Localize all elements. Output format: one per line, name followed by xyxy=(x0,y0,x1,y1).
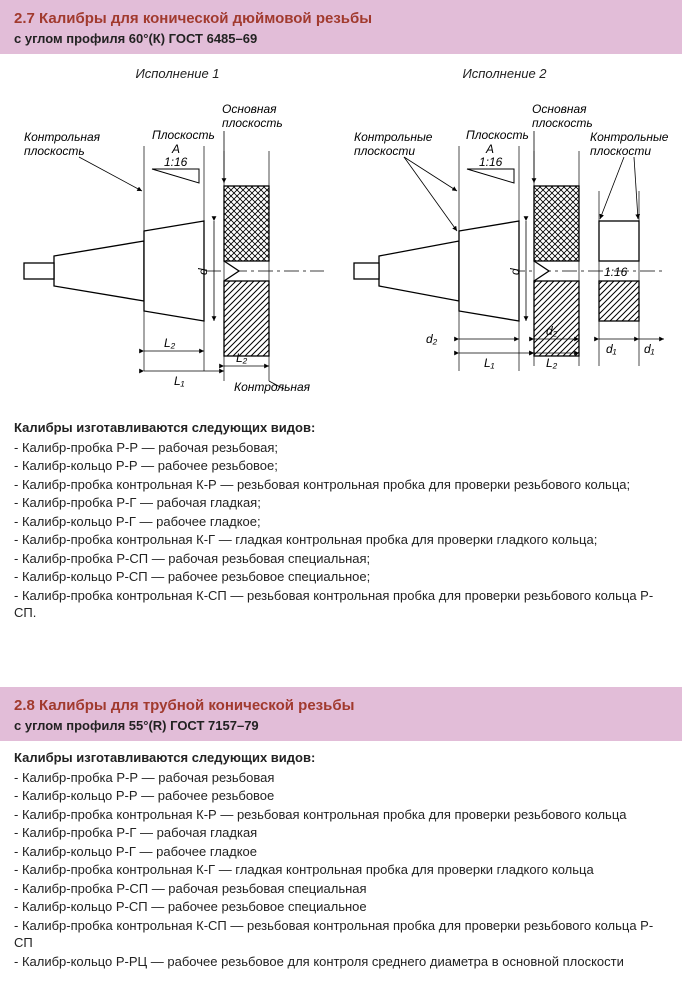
list-item: - Калибр-кольцо Р-Г — рабочее гладкое; xyxy=(14,513,668,531)
svg-text:L₁: L₁ xyxy=(484,356,495,370)
list-item: - Калибр-пробка Р-Г — рабочая гладкая; xyxy=(14,494,668,512)
svg-text:Контрольные: Контрольные xyxy=(354,130,433,144)
section27-list-heading: Калибры изготавливаются следующих видов: xyxy=(14,419,668,437)
svg-text:d: d xyxy=(508,268,522,275)
list-item: - Калибр-пробка контрольная К-Г — гладка… xyxy=(14,861,668,879)
svg-text:d₂: d₂ xyxy=(546,324,558,338)
list-item: - Калибр-кольцо Р-Г — рабочее гладкое xyxy=(14,843,668,861)
svg-text:плоскость: плоскость xyxy=(222,116,283,130)
section28-body: Калибры изготавливаются следующих видов:… xyxy=(0,741,682,996)
list-item: - Калибр-пробка Р-Р — рабочая резьбовая xyxy=(14,769,668,787)
list-item: - Калибр-пробка контрольная К-СП — резьб… xyxy=(14,587,668,622)
list-item: - Калибр-пробка Р-Г — рабочая гладкая xyxy=(14,824,668,842)
section28-title: 2.8 Калибры для трубной конической резьб… xyxy=(14,697,668,714)
list-item: - Калибр-кольцо Р-СП — рабочее резьбовое… xyxy=(14,568,668,586)
svg-text:d: d xyxy=(196,268,210,275)
svg-text:Основная: Основная xyxy=(532,102,587,116)
list-item: - Калибр-пробка Р-СП — рабочая резьбовая… xyxy=(14,550,668,568)
section27-body: Калибры изготавливаются следующих видов:… xyxy=(0,411,682,647)
list-item: - Калибр-кольцо Р-Р — рабочее резьбовое xyxy=(14,787,668,805)
section28-list-heading: Калибры изготавливаются следующих видов: xyxy=(14,749,668,767)
list-item: - Калибр-пробка контрольная К-Р — резьбо… xyxy=(14,476,668,494)
svg-text:А: А xyxy=(171,142,180,156)
list-item: - Калибр-кольцо Р-СП — рабочее резьбовое… xyxy=(14,898,668,916)
svg-text:плоскости: плоскости xyxy=(354,144,415,158)
svg-text:L₁: L₁ xyxy=(174,374,185,388)
svg-text:L₂: L₂ xyxy=(164,336,176,350)
list-item: - Калибр-пробка Р-СП — рабочая резьбовая… xyxy=(14,880,668,898)
list-item: - Калибр-пробка Р-Р — рабочая резьбовая; xyxy=(14,439,668,457)
svg-text:А: А xyxy=(485,142,494,156)
list-item: - Калибр-пробка контрольная К-Р — резьбо… xyxy=(14,806,668,824)
svg-text:Плоскость: Плоскость xyxy=(466,128,529,142)
list-item: - Калибр-кольцо Р-РЦ — рабочее резьбовое… xyxy=(14,953,668,971)
section27-diagram-area: Исполнение 1 Исполнение 2 xyxy=(0,54,682,411)
list-item: - Калибр-пробка контрольная К-СП — резьб… xyxy=(14,917,668,952)
exec2-label: Исполнение 2 xyxy=(462,66,546,81)
svg-text:Контрольные: Контрольные xyxy=(590,130,668,144)
svg-text:d₁: d₁ xyxy=(606,342,617,356)
svg-text:плоскость: плоскость xyxy=(532,116,593,130)
svg-text:1:16: 1:16 xyxy=(604,265,628,279)
svg-text:d₁: d₁ xyxy=(644,342,655,356)
svg-text:Контрольная: Контрольная xyxy=(234,380,311,394)
svg-text:d₂: d₂ xyxy=(426,332,438,346)
engineering-diagram: 1:16 Плоскость А Основная плоскость Конт… xyxy=(14,91,668,401)
svg-text:L₂: L₂ xyxy=(546,356,558,370)
section27-title: 2.7 Калибры для конической дюймовой резь… xyxy=(14,10,668,27)
section28-list: - Калибр-пробка Р-Р — рабочая резьбовая-… xyxy=(14,769,668,971)
svg-text:Контрольная: Контрольная xyxy=(24,130,101,144)
section27-header: 2.7 Калибры для конической дюймовой резь… xyxy=(0,0,682,54)
svg-text:плоскости: плоскости xyxy=(590,144,651,158)
svg-text:L₂: L₂ xyxy=(236,351,248,365)
taper-label: 1:16 xyxy=(164,155,188,169)
list-item: - Калибр-пробка контрольная К-Г — гладка… xyxy=(14,531,668,549)
section27-list: - Калибр-пробка Р-Р — рабочая резьбовая;… xyxy=(14,439,668,622)
svg-text:1:16: 1:16 xyxy=(479,155,503,169)
section27-subtitle: с углом профиля 60°(К) ГОСТ 6485–69 xyxy=(14,31,668,46)
list-item: - Калибр-кольцо Р-Р — рабочее резьбовое; xyxy=(14,457,668,475)
section28-subtitle: с углом профиля 55°(R) ГОСТ 7157–79 xyxy=(14,718,668,733)
svg-text:плоскость: плоскость xyxy=(24,144,85,158)
section28-header: 2.8 Калибры для трубной конической резьб… xyxy=(0,687,682,741)
exec1-label: Исполнение 1 xyxy=(135,66,219,81)
svg-text:Плоскость: Плоскость xyxy=(152,128,215,142)
svg-text:Основная: Основная xyxy=(222,102,277,116)
